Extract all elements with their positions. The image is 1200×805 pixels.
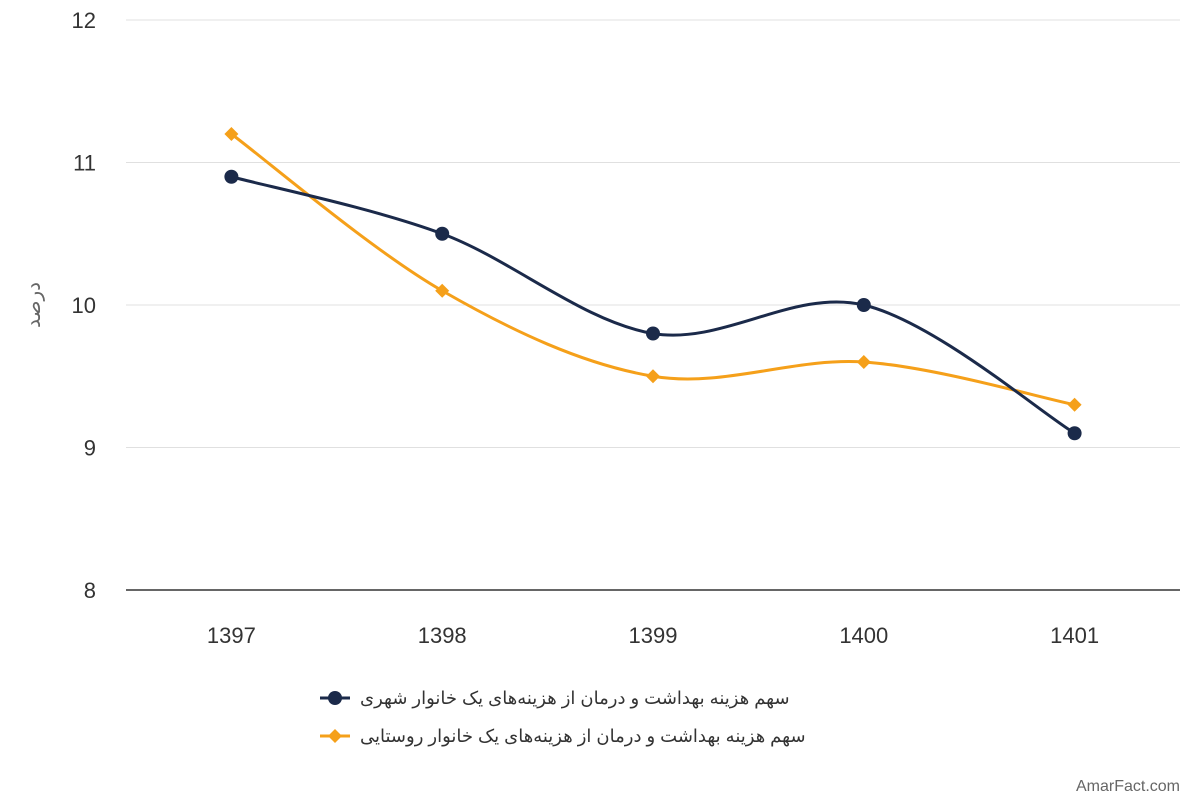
data-point <box>856 298 871 312</box>
x-tick-label: 1400 <box>839 623 888 648</box>
x-tick-label: 1398 <box>418 623 467 648</box>
x-tick-label: 1401 <box>1050 623 1099 648</box>
legend: سهم هزینه بهداشت و درمان از هزینه‌های یک… <box>320 688 806 747</box>
data-point <box>646 326 660 341</box>
y-tick-label: 12 <box>72 8 96 33</box>
data-point <box>1067 426 1082 441</box>
credit-watermark: AmarFact.com <box>1076 778 1180 795</box>
series-2 <box>224 127 1082 412</box>
legend-label: سهم هزینه بهداشت و درمان از هزینه‌های یک… <box>360 726 806 747</box>
data-point <box>856 355 871 369</box>
data-point <box>646 369 660 384</box>
data-point <box>224 169 239 184</box>
grid-lines <box>126 19 1180 591</box>
data-point <box>435 226 450 241</box>
y-axis: 8 9 10 11 12 <box>72 8 96 603</box>
y-tick-label: 8 <box>84 578 96 603</box>
series-1 <box>224 169 1082 441</box>
legend-swatch-marker <box>328 691 342 705</box>
data-point <box>435 283 450 298</box>
y-tick-label: 11 <box>73 151 96 176</box>
series-lines <box>224 127 1082 441</box>
x-tick-label: 1399 <box>629 623 678 648</box>
data-point <box>1067 397 1082 412</box>
legend-item[interactable]: سهم هزینه بهداشت و درمان از هزینه‌های یک… <box>320 726 806 747</box>
y-tick-label: 10 <box>72 293 96 318</box>
y-tick-label: 9 <box>84 436 96 461</box>
x-axis: 1397 1398 1399 1400 1401 <box>207 623 1099 648</box>
series-line <box>229 132 1077 407</box>
y-axis-title: درصد <box>23 282 45 328</box>
legend-label: سهم هزینه بهداشت و درمان از هزینه‌های یک… <box>360 688 790 709</box>
x-tick-label: 1397 <box>207 623 256 648</box>
legend-item[interactable]: سهم هزینه بهداشت و درمان از هزینه‌های یک… <box>320 688 790 709</box>
legend-swatch-marker <box>328 729 342 743</box>
data-point <box>224 127 239 141</box>
